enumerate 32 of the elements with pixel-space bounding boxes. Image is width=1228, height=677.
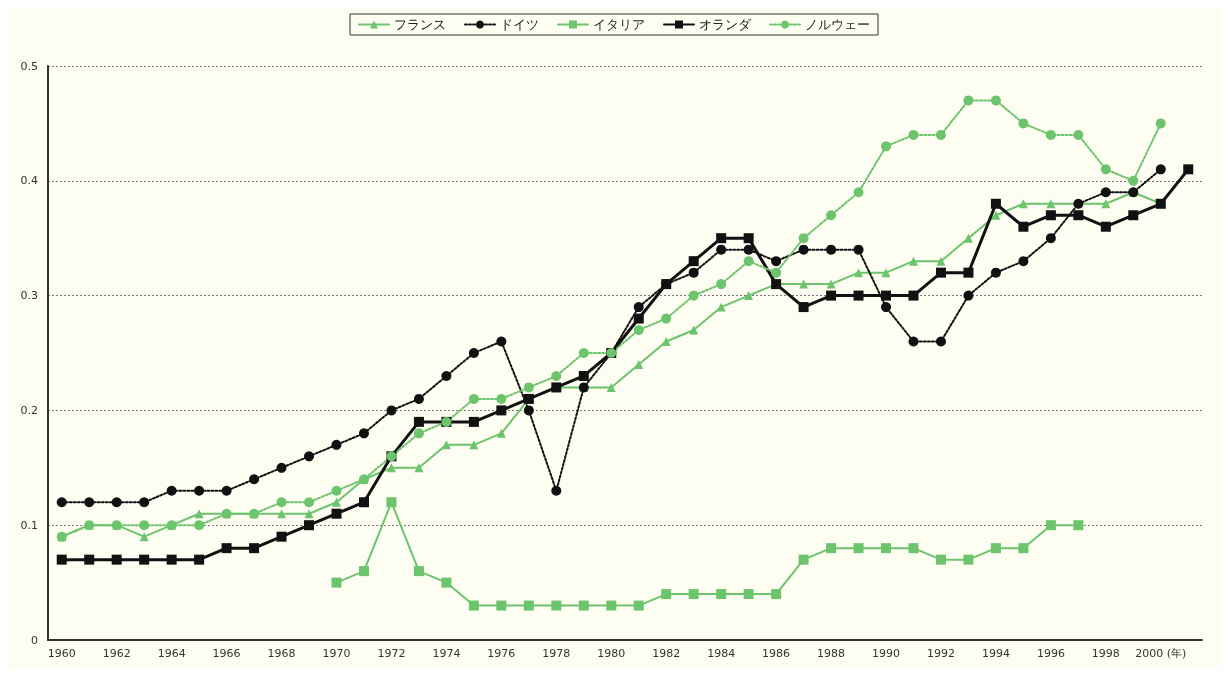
x-tick-label: 1968 xyxy=(267,647,296,660)
x-tick-label: 1996 xyxy=(1036,647,1065,660)
y-tick-label: 0.4 xyxy=(20,174,38,188)
y-tick-label: 0.2 xyxy=(20,403,38,417)
y-tick-label: 0 xyxy=(31,633,38,647)
x-tick-label: 1974 xyxy=(432,647,461,660)
x-tick-label: 1966 xyxy=(212,647,241,660)
y-tick-label: 0.3 xyxy=(20,289,38,303)
y-tick-label: 0.5 xyxy=(20,59,38,73)
x-tick-label: 1980 xyxy=(597,647,626,660)
x-tick-label: 1982 xyxy=(652,647,681,660)
x-tick-label: 1998 xyxy=(1091,647,1120,660)
legend-label: ノルウェー xyxy=(805,17,870,32)
x-tick-label: 1964 xyxy=(157,647,186,660)
x-tick-label: 1988 xyxy=(817,647,846,660)
x-tick-label: 1972 xyxy=(377,647,406,660)
legend-label: イタリア xyxy=(593,17,645,32)
x-tick-label: 1970 xyxy=(322,647,351,660)
x-tick-label: 1976 xyxy=(487,647,516,660)
x-tick-label: 1960 xyxy=(47,647,76,660)
legend-label: オランダ xyxy=(699,17,752,32)
x-tick-label: 1992 xyxy=(926,647,955,660)
x-tick-label: 1978 xyxy=(542,647,571,660)
x-tick-label: 1984 xyxy=(707,647,736,660)
y-tick-label: 0.1 xyxy=(20,518,38,532)
x-tick-label: 1962 xyxy=(102,647,131,660)
x-tick-label: 1990 xyxy=(872,647,901,660)
x-tick-label: 1994 xyxy=(981,647,1010,660)
x-tick-label: 1986 xyxy=(762,647,791,660)
x-tick-label: 2000 (年) xyxy=(1135,647,1187,660)
legend-label: ドイツ xyxy=(500,17,539,32)
legend-label: フランス xyxy=(394,17,446,32)
